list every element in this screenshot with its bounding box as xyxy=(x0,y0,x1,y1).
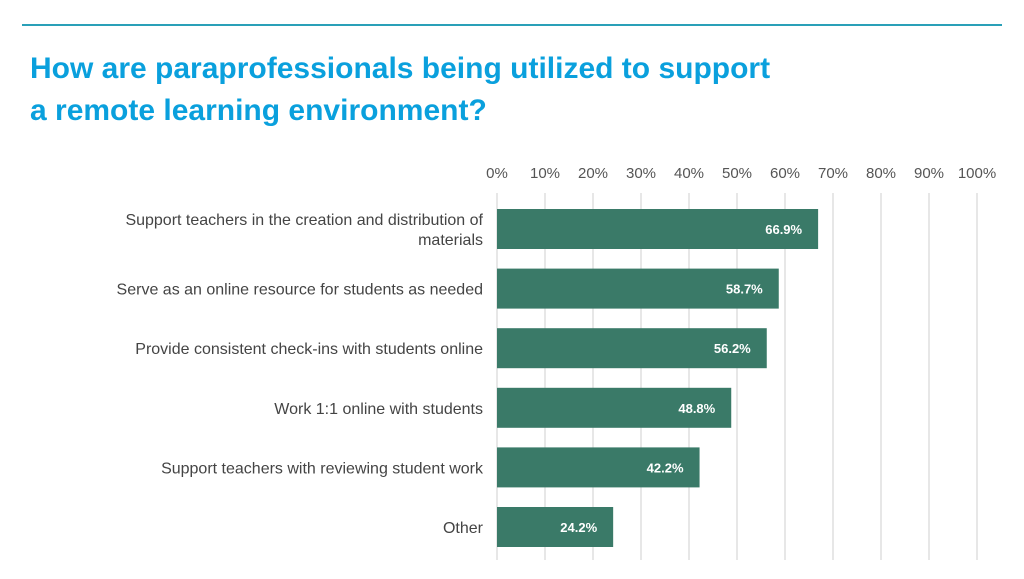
category-label: Other xyxy=(443,520,484,537)
category-label: Support teachers in the creation and dis… xyxy=(125,212,483,229)
x-tick-label: 10% xyxy=(530,165,560,182)
header-rule xyxy=(22,24,1002,26)
category-label: Serve as an online resource for students… xyxy=(117,282,483,299)
bar-value-label: 48.8% xyxy=(678,401,715,416)
x-tick-label: 100% xyxy=(958,165,996,182)
x-tick-label: 90% xyxy=(914,165,944,182)
x-tick-label: 0% xyxy=(486,165,508,182)
bar-value-label: 56.2% xyxy=(714,341,751,356)
category-label: Support teachers with reviewing student … xyxy=(161,460,484,477)
x-tick-label: 80% xyxy=(866,165,896,182)
title-line-1: How are paraprofessionals being utilized… xyxy=(30,52,771,85)
category-label: Provide consistent check-ins with studen… xyxy=(135,341,483,358)
category-label: Work 1:1 online with students xyxy=(274,401,483,418)
x-tick-label: 60% xyxy=(770,165,800,182)
category-label: materials xyxy=(418,232,483,249)
bar-value-label: 24.2% xyxy=(560,520,597,535)
bar-value-label: 66.9% xyxy=(765,222,802,237)
page-title: How are paraprofessionals being utilized… xyxy=(30,48,930,132)
bar-value-label: 58.7% xyxy=(726,282,763,297)
x-tick-label: 20% xyxy=(578,165,608,182)
bar xyxy=(497,507,614,547)
x-tick-label: 30% xyxy=(626,165,656,182)
bar xyxy=(497,328,767,369)
bar xyxy=(497,447,700,488)
x-tick-label: 40% xyxy=(674,165,704,182)
bar-value-label: 42.2% xyxy=(647,460,684,475)
x-tick-label: 70% xyxy=(818,165,848,182)
bar xyxy=(497,268,779,309)
bar xyxy=(497,387,732,428)
x-tick-label: 50% xyxy=(722,165,752,182)
bar xyxy=(497,209,819,249)
title-line-2: a remote learning environment? xyxy=(30,94,487,127)
